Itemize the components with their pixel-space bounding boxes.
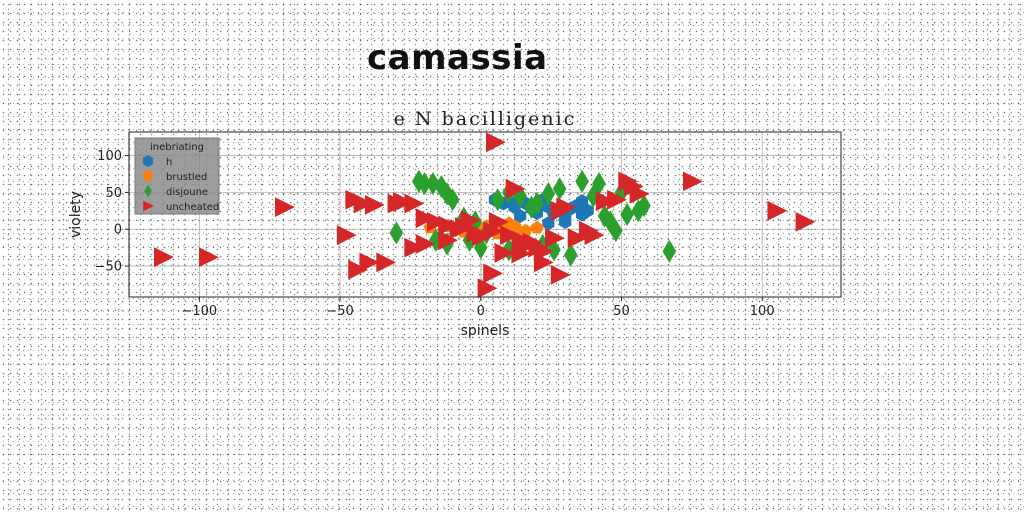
point-uncheated <box>607 189 627 210</box>
point-uncheated <box>488 212 509 232</box>
legend-label-uncheated: uncheated <box>166 202 219 213</box>
x-tick-label: −100 <box>181 304 217 319</box>
point-disjoune <box>513 184 527 208</box>
point-uncheated <box>415 208 436 229</box>
point-uncheated <box>683 171 703 192</box>
point-uncheated <box>154 247 174 268</box>
point-disjoune <box>417 172 432 196</box>
point-disjoune <box>603 210 618 234</box>
point-uncheated <box>550 265 571 285</box>
point-uncheated <box>500 225 520 245</box>
legend-marker-brustled <box>142 170 154 181</box>
point-uncheated <box>365 195 385 215</box>
point-uncheated <box>427 212 447 232</box>
point-uncheated <box>438 215 458 236</box>
point-disjoune <box>524 195 539 219</box>
legend-marker-uncheated <box>143 200 154 212</box>
point-brustled <box>502 216 516 229</box>
chart-title: e N bacilligenic <box>394 108 577 130</box>
point-uncheated <box>483 221 503 242</box>
legend-marker-disjoune <box>144 184 152 198</box>
point-h <box>581 203 594 218</box>
x-tick-label: 100 <box>750 304 775 319</box>
page-title: camassia <box>367 38 548 78</box>
point-disjoune <box>586 184 601 208</box>
legend-label-brustled: brustled <box>166 172 207 183</box>
point-uncheated <box>629 184 650 204</box>
point-h <box>576 194 589 209</box>
point-disjoune <box>445 188 460 212</box>
point-uncheated <box>483 263 503 284</box>
axis-ticks: −100 −50 0 50 100 −50 0 50 100 <box>95 149 775 319</box>
legend-label-h: h <box>166 157 172 168</box>
point-uncheated <box>486 132 506 153</box>
y-tick-label: 0 <box>114 223 122 238</box>
y-tick-label: 100 <box>97 149 122 164</box>
y-axis-label: violety <box>68 191 84 238</box>
point-uncheated <box>472 226 492 247</box>
point-disjoune <box>637 194 651 218</box>
point-disjoune <box>541 182 556 206</box>
point-h <box>559 214 572 229</box>
point-uncheated <box>455 217 475 237</box>
point-uncheated <box>353 193 374 214</box>
point-uncheated <box>567 228 588 248</box>
point-disjoune <box>426 172 440 196</box>
point-disjoune <box>609 219 623 243</box>
point-uncheated <box>795 212 816 232</box>
y-tick-label: 50 <box>105 186 122 201</box>
point-h <box>514 209 527 223</box>
y-tick-label: −50 <box>95 260 122 275</box>
point-uncheated <box>438 230 458 251</box>
point-disjoune <box>575 169 589 193</box>
point-uncheated <box>359 252 380 273</box>
point-uncheated <box>545 228 565 248</box>
point-uncheated <box>336 225 357 245</box>
point-disjoune <box>434 175 449 199</box>
point-uncheated <box>415 234 436 254</box>
point-uncheated <box>494 242 515 263</box>
point-uncheated <box>393 192 413 212</box>
point-uncheated <box>404 237 425 258</box>
point-disjoune <box>530 191 544 215</box>
point-uncheated <box>595 191 616 212</box>
plot-frame <box>128 131 842 298</box>
point-uncheated <box>767 200 788 221</box>
point-disjoune <box>552 177 567 201</box>
point-uncheated <box>404 193 425 214</box>
x-tick-label: 0 <box>477 304 485 319</box>
point-disjoune <box>592 172 606 196</box>
point-uncheated <box>556 197 577 217</box>
point-brustled <box>530 220 544 234</box>
legend-label-disjoune: disjoune <box>166 187 208 198</box>
point-uncheated <box>275 197 295 217</box>
legend-title: inebriating <box>150 142 204 153</box>
legend-marker-h <box>142 155 154 167</box>
point-uncheated <box>376 252 397 273</box>
point-disjoune <box>662 239 677 263</box>
point-uncheated <box>477 278 498 299</box>
point-disjoune <box>620 202 634 227</box>
series-uncheated-group <box>154 132 816 299</box>
point-disjoune <box>389 221 404 245</box>
x-tick-label: 50 <box>613 304 630 319</box>
point-uncheated <box>584 225 605 245</box>
legend: inebriating h brustled disjoune uncheated <box>134 137 220 215</box>
point-uncheated <box>533 252 554 273</box>
point-uncheated <box>511 243 532 264</box>
point-uncheated <box>505 178 526 199</box>
x-axis-label: spinels <box>461 323 510 339</box>
point-uncheated <box>348 259 368 280</box>
point-disjoune <box>490 188 505 212</box>
point-disjoune <box>564 243 578 267</box>
point-uncheated <box>199 247 219 268</box>
x-tick-label: −50 <box>326 304 353 319</box>
plot-markers <box>154 132 816 299</box>
